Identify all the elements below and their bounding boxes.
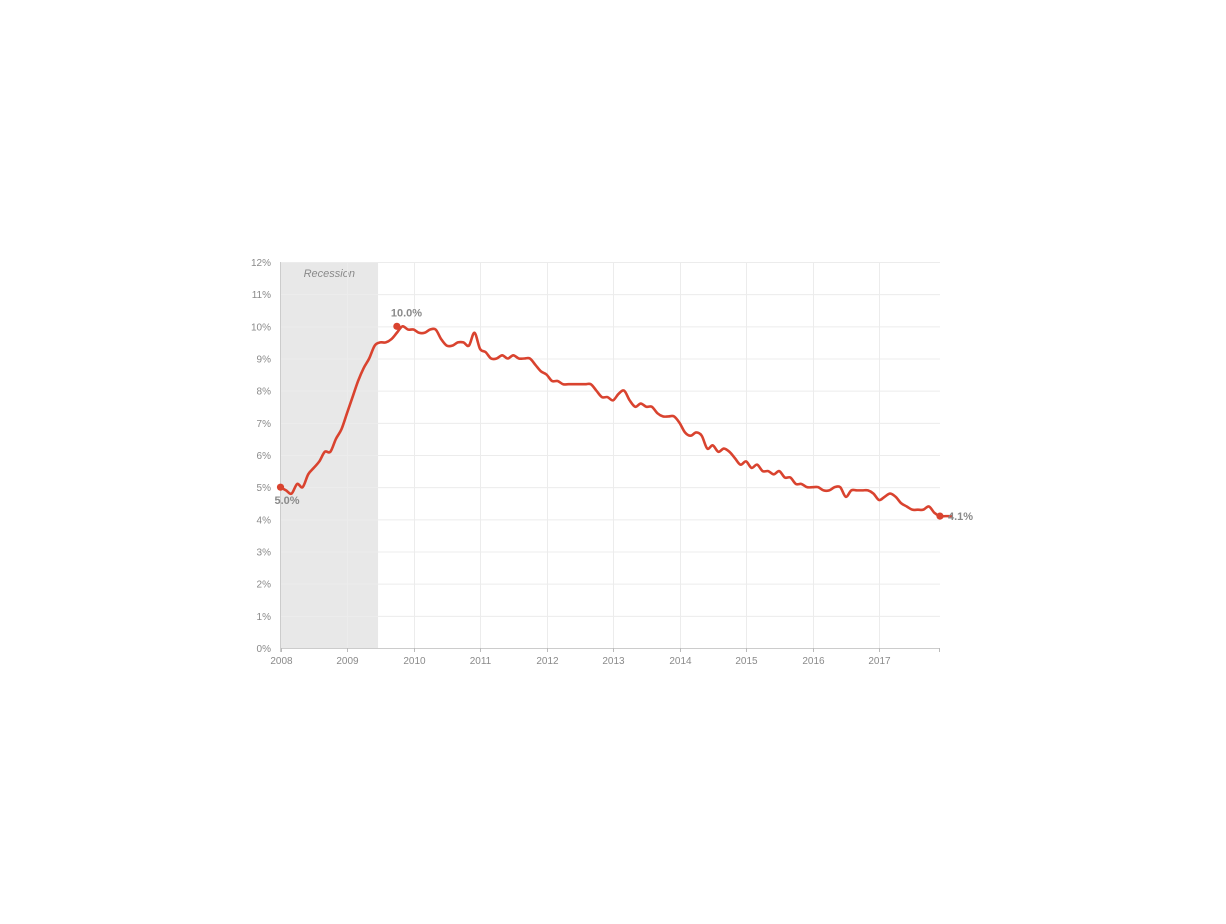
y-tick-label: 2% bbox=[257, 580, 272, 591]
y-tick-label: 3% bbox=[257, 548, 272, 559]
x-tick-label: 2015 bbox=[735, 656, 758, 667]
y-tick-label: 8% bbox=[257, 387, 272, 398]
x-tick-label: 2013 bbox=[602, 656, 625, 667]
y-tick-label: 7% bbox=[257, 419, 272, 430]
y-tick-label: 10% bbox=[251, 322, 271, 333]
y-tick-label: 11% bbox=[252, 290, 271, 301]
x-tick-label: 2014 bbox=[669, 656, 692, 667]
data-series bbox=[279, 324, 953, 518]
gridlines bbox=[280, 262, 940, 649]
x-tick-label: 2011 bbox=[470, 656, 492, 667]
x-tick-label: 2016 bbox=[802, 656, 825, 667]
annotation-dot bbox=[276, 483, 285, 491]
x-tick-label: 2017 bbox=[868, 656, 891, 667]
x-tick-label: 2009 bbox=[336, 656, 359, 667]
annotation-label: 10.0% bbox=[391, 307, 422, 319]
y-tick-label: 12% bbox=[251, 258, 271, 269]
x-tick-label: 2008 bbox=[270, 656, 293, 667]
y-tick-label: 6% bbox=[257, 451, 272, 462]
annotations: 5.0% 10.0% 4.1% bbox=[275, 307, 974, 523]
annotation-label: 5.0% bbox=[275, 495, 300, 507]
annotation-label: 4.1% bbox=[948, 511, 973, 523]
y-tick-label: 4% bbox=[257, 515, 272, 526]
recession-label: Recession bbox=[304, 268, 355, 280]
annotation-dot bbox=[936, 512, 944, 520]
x-tick-label: 2010 bbox=[403, 656, 426, 667]
x-tick-label: 2012 bbox=[536, 656, 559, 667]
y-tick-label: 1% bbox=[257, 612, 272, 623]
axes: 0% 1% 2% 3% 4% 5% 6% 7% 8% 9% 10% 11% 12% 2008 2009 201… bbox=[251, 258, 940, 667]
unemployment-rate-line bbox=[279, 324, 953, 518]
y-tick-label: 5% bbox=[257, 483, 272, 494]
y-tick-label: 9% bbox=[257, 355, 272, 366]
annotation-dot bbox=[393, 322, 401, 330]
y-tick-label: 0% bbox=[257, 644, 272, 655]
